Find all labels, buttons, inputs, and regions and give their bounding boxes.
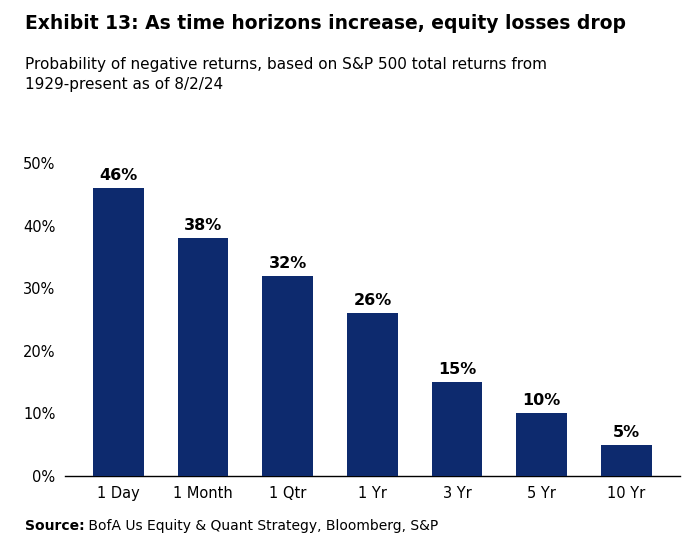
- Text: 10%: 10%: [523, 393, 561, 408]
- Text: 26%: 26%: [354, 293, 391, 308]
- Text: Source:: Source:: [25, 519, 84, 533]
- Text: Probability of negative returns, based on S&P 500 total returns from
1929-presen: Probability of negative returns, based o…: [25, 57, 547, 92]
- Text: 15%: 15%: [438, 362, 476, 377]
- Text: 5%: 5%: [612, 424, 640, 440]
- Bar: [93, 188, 144, 476]
- Text: BofA Us Equity & Quant Strategy, Bloomberg, S&P: BofA Us Equity & Quant Strategy, Bloombe…: [84, 519, 438, 533]
- Bar: [432, 382, 482, 476]
- Text: Exhibit 13: As time horizons increase, equity losses drop: Exhibit 13: As time horizons increase, e…: [25, 14, 626, 33]
- Bar: [262, 276, 313, 476]
- Bar: [178, 238, 228, 476]
- Text: 32%: 32%: [269, 255, 307, 271]
- Bar: [601, 445, 652, 476]
- Text: 38%: 38%: [184, 218, 222, 233]
- Text: 46%: 46%: [99, 168, 138, 183]
- Bar: [517, 414, 567, 476]
- Bar: [347, 313, 398, 476]
